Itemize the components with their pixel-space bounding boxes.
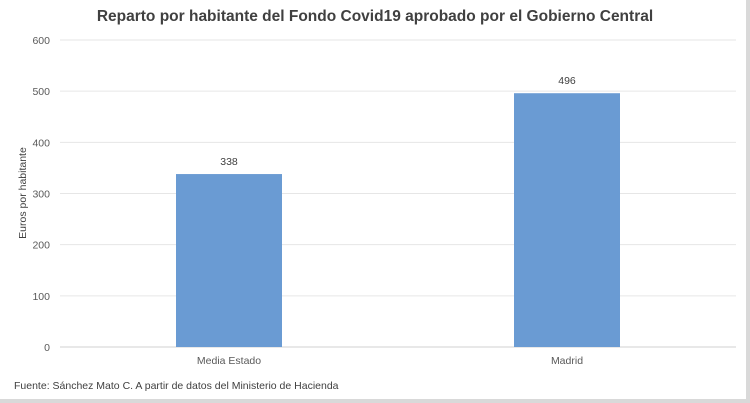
y-tick-label: 300 xyxy=(32,189,50,201)
x-category-label: Madrid xyxy=(551,355,583,367)
y-tick-label: 200 xyxy=(32,240,50,252)
y-tick-label: 0 xyxy=(44,342,50,354)
chart-title: Reparto por habitante del Fondo Covid19 … xyxy=(97,8,653,25)
y-tick-label: 100 xyxy=(32,291,50,303)
data-label: 338 xyxy=(220,156,238,168)
y-axis-ticks: 0 100 200 300 400 500 600 xyxy=(32,35,50,354)
y-tick-label: 600 xyxy=(32,35,50,47)
data-labels: 338 496 xyxy=(220,75,576,168)
category-labels: Media Estado Madrid xyxy=(197,355,583,367)
gridlines xyxy=(60,39,736,348)
bar xyxy=(176,174,282,347)
bars xyxy=(176,93,620,347)
data-label: 496 xyxy=(558,75,576,87)
x-category-label: Media Estado xyxy=(197,355,261,367)
bar xyxy=(514,93,620,347)
y-tick-label: 400 xyxy=(32,137,50,149)
y-axis-label: Euros por habitante xyxy=(17,147,29,239)
y-tick-label: 500 xyxy=(32,86,50,98)
source-note: Fuente: Sánchez Mato C. A partir de dato… xyxy=(14,380,339,392)
